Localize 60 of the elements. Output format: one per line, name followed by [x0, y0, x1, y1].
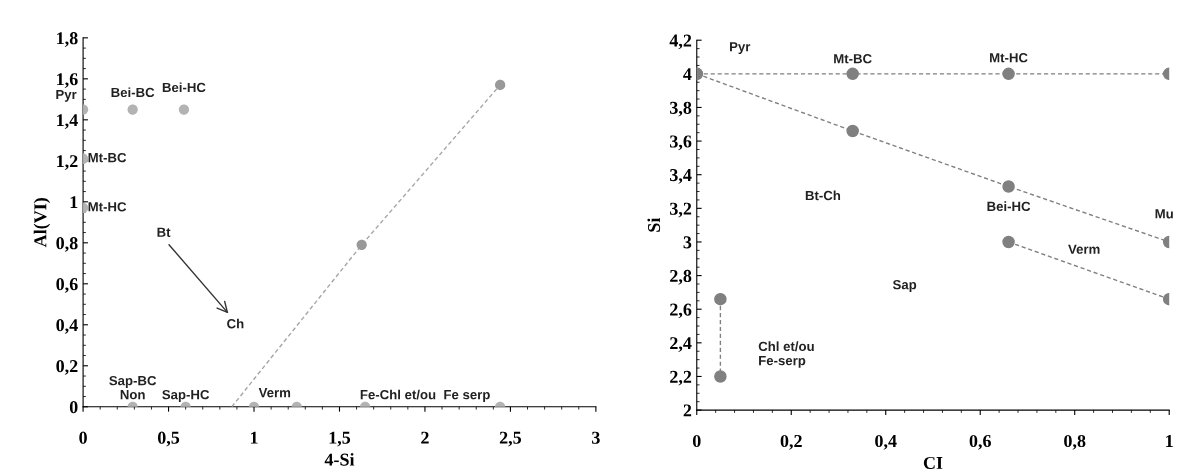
- y-tick-label: 3,4: [670, 169, 692, 184]
- annotation: Fe-Chl et/ou Fe serp: [360, 389, 490, 402]
- x-tick-label: 3: [592, 431, 600, 444]
- y-tick-label: 1: [70, 196, 78, 209]
- y-tick-label: 0: [69, 401, 78, 414]
- annotation: Mt-HC: [990, 53, 1028, 63]
- x-axis-title: CI: [923, 456, 943, 470]
- y-tick-label: 2,6: [670, 303, 692, 319]
- y-tick-label: 0,8: [56, 237, 78, 252]
- x-tick-label: 0: [692, 434, 701, 448]
- x-tick-label: 0,8: [1064, 434, 1086, 450]
- annotation: Mt-BC: [88, 152, 127, 163]
- y-tick-label: 2,8: [670, 269, 692, 285]
- x-tick-label: 0: [79, 431, 87, 444]
- x-tick-label: 0,6: [969, 434, 991, 450]
- annotation: Bei-BC: [111, 87, 155, 98]
- annotation: Bt: [157, 227, 171, 237]
- y-tick-label: 4,2: [669, 34, 692, 50]
- y-tick-label: 1,2: [57, 155, 78, 170]
- y-tick-label: 0,6: [56, 278, 78, 293]
- annotation: Non: [120, 390, 145, 400]
- y-tick-label: 4: [683, 68, 692, 81]
- x-tick-label: 0,5: [157, 431, 180, 447]
- annotation: Pyr: [56, 89, 77, 102]
- y-tick-label: 1,8: [57, 32, 78, 47]
- annotation: Mt-HC: [88, 202, 127, 212]
- y-tick-label: 0,2: [56, 360, 78, 375]
- annotation: Mt-BC: [834, 54, 872, 64]
- annotation: Pyr: [730, 42, 751, 54]
- annotation: Mu: [1155, 209, 1173, 219]
- x-tick-label: 1,5: [329, 431, 351, 447]
- annotation: Bt-Ch: [805, 190, 841, 201]
- y-axis-title: Al(VI): [33, 198, 51, 248]
- x-tick-label: 0,2: [780, 434, 802, 450]
- x-tick-label: 2,5: [499, 431, 522, 447]
- y-tick-label: 0,4: [56, 319, 78, 334]
- y-axis-title: Si: [647, 217, 661, 232]
- x-tick-label: 1: [1166, 435, 1173, 447]
- y-tick-label: 3,8: [670, 101, 692, 117]
- y-tick-label: 2: [683, 404, 692, 417]
- y-tick-label: 3: [683, 236, 692, 249]
- y-tick-label: 3,2: [670, 202, 692, 218]
- annotation: Verm: [1068, 244, 1100, 254]
- x-tick-label: 0,4: [875, 434, 897, 450]
- x-tick-label: 2: [421, 431, 429, 444]
- annotation: Sap-HC: [162, 389, 210, 402]
- y-tick-label: 1,4: [57, 114, 78, 129]
- y-tick-label: 1,6: [57, 73, 78, 88]
- x-tick-label: 1: [250, 431, 258, 444]
- annotation: Chl et/ou Fe-serp: [758, 341, 814, 368]
- y-tick-label: 3,6: [670, 135, 692, 151]
- annotation: Sap-BC: [109, 375, 157, 388]
- annotation: Bei-HC: [987, 201, 1031, 212]
- y-tick-label: 2,2: [670, 370, 692, 386]
- annotation: Bei-HC: [162, 82, 206, 93]
- annotation: Sap: [892, 280, 917, 292]
- x-axis-title: 4-Si: [324, 453, 355, 466]
- annotation: Ch: [227, 318, 244, 329]
- y-tick-label: 2,4: [670, 337, 692, 352]
- annotation: Verm: [258, 388, 291, 398]
